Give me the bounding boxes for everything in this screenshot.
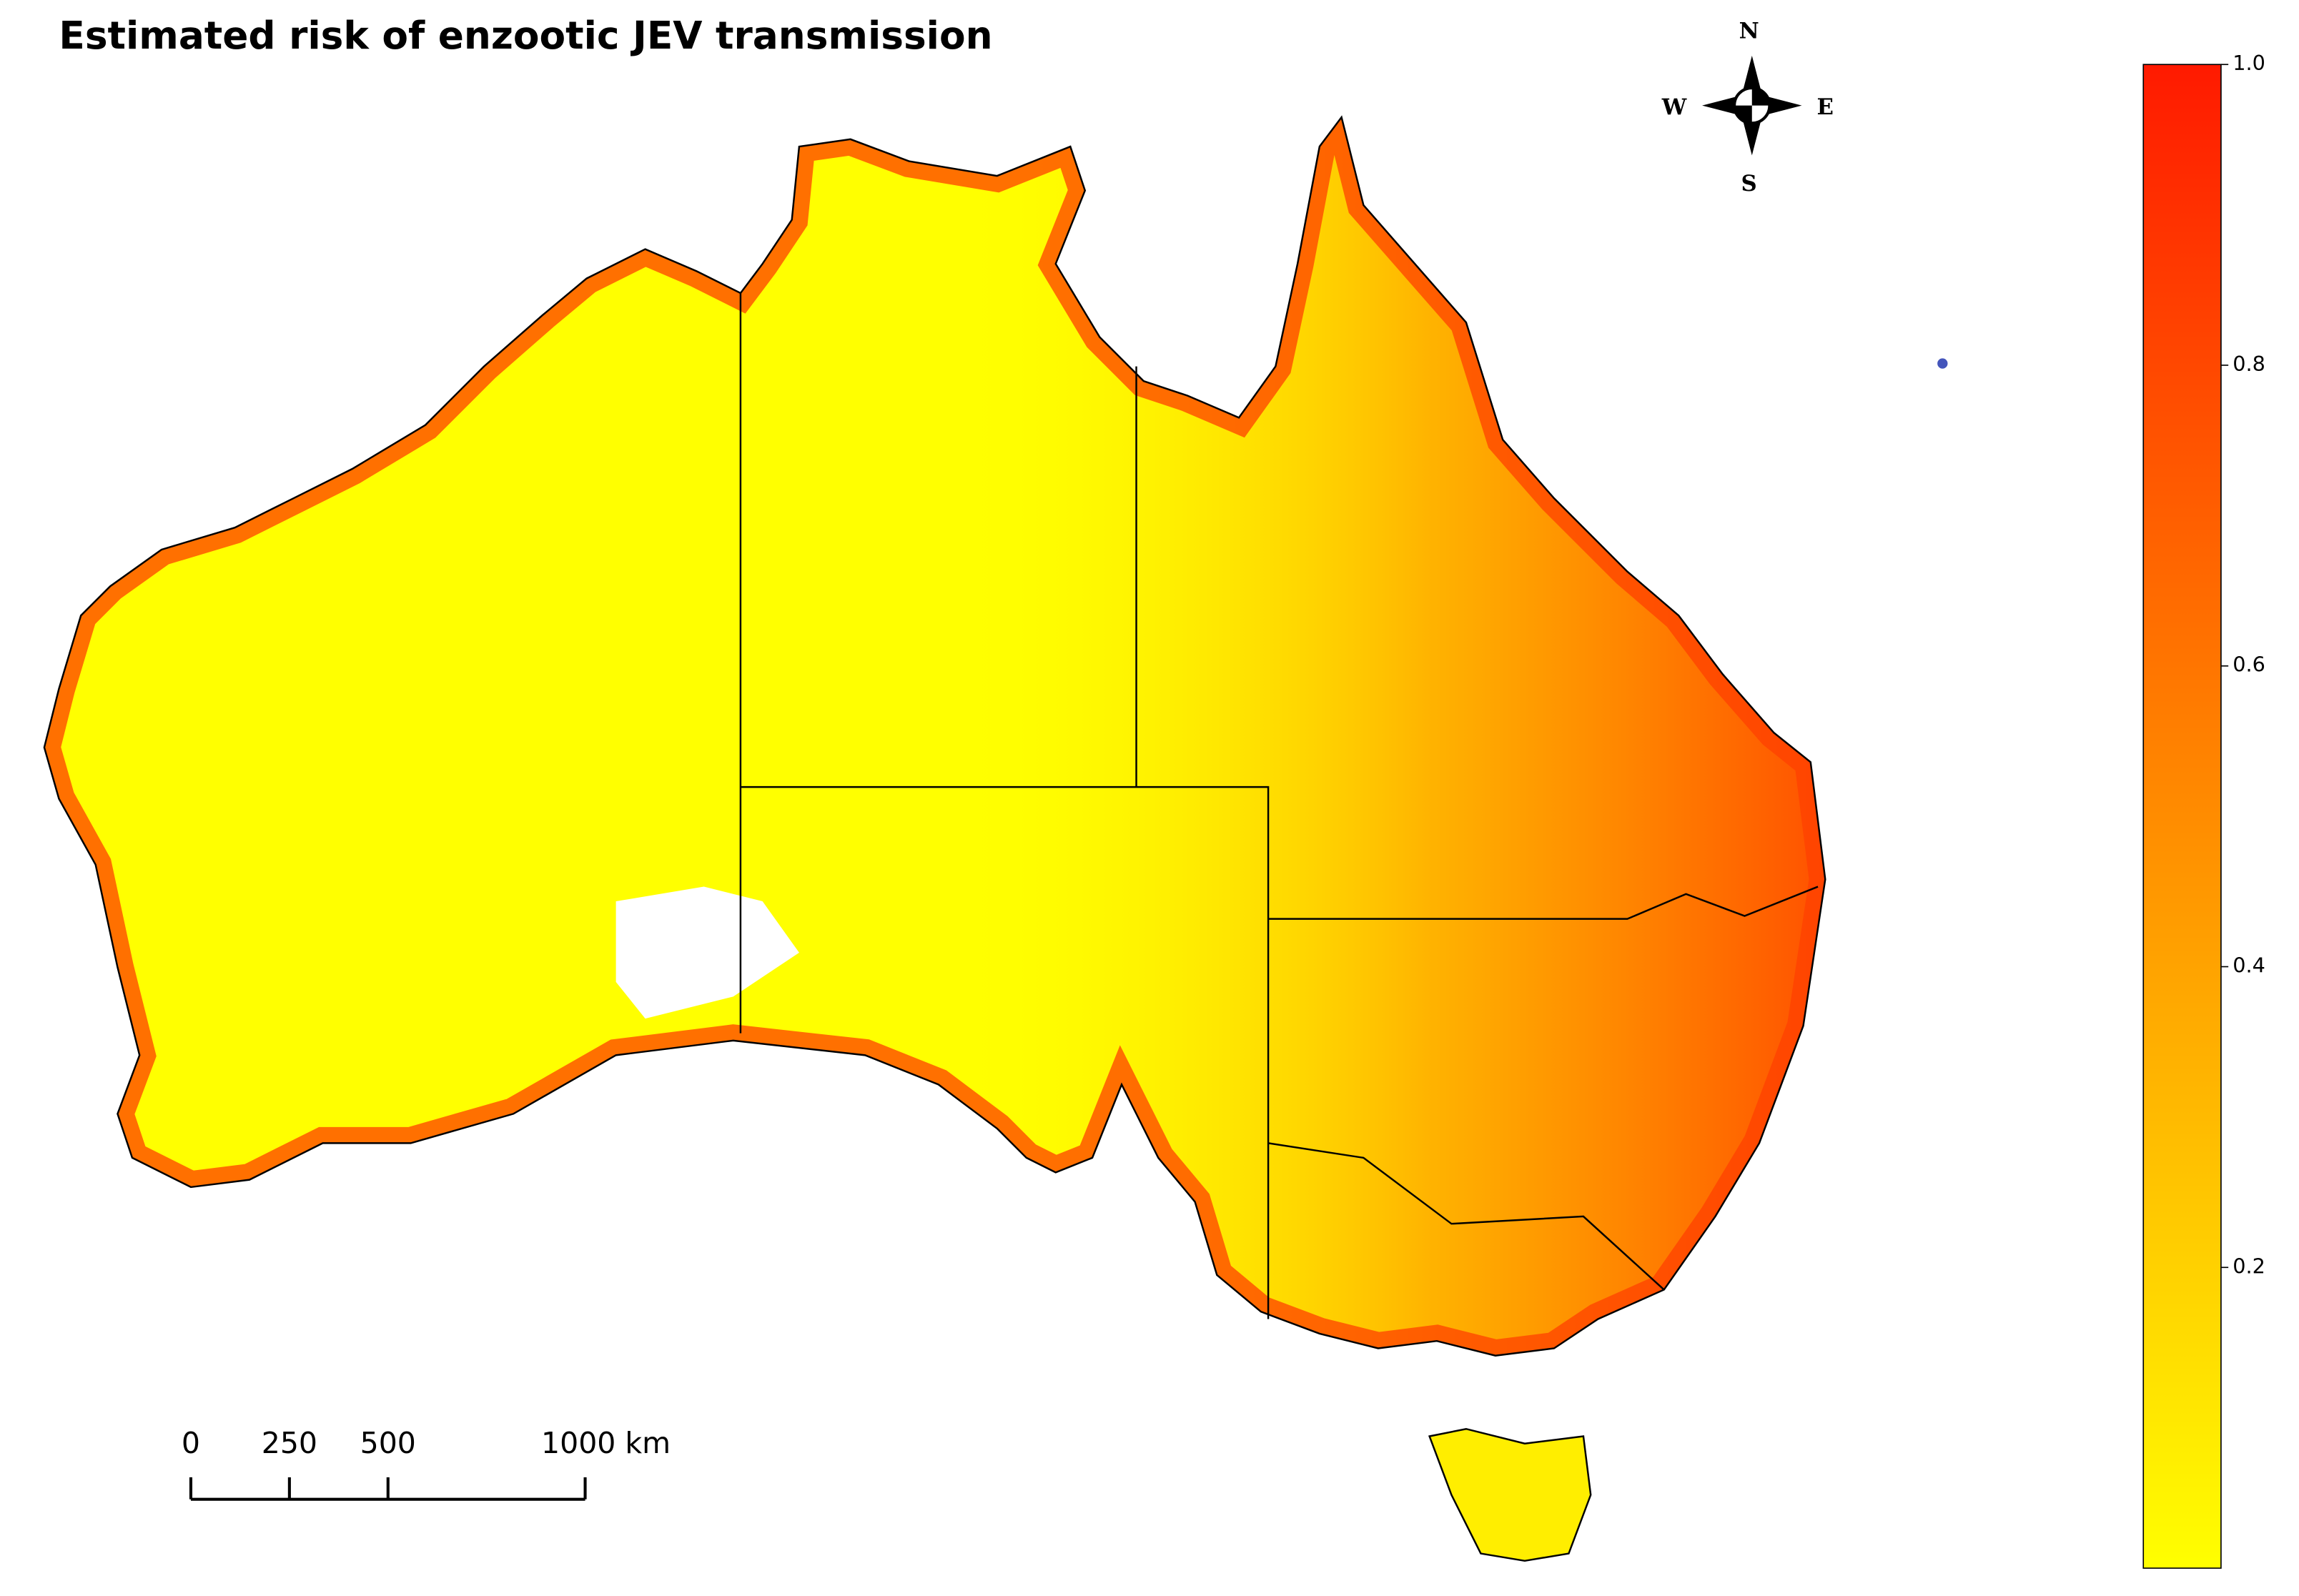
- compass-north: N: [1739, 19, 1759, 44]
- australia: [43, 116, 1948, 1562]
- scale-bar: 0 250 500 1000 km: [182, 1426, 671, 1501]
- colorbar-tick-label: 0.8: [2233, 352, 2265, 376]
- scale-label: 500: [360, 1426, 416, 1460]
- scale-label: 250: [262, 1426, 317, 1460]
- colorbar-tick-label: 1.0: [2233, 51, 2265, 75]
- colorbar-ramp: [2142, 64, 2222, 1569]
- scale-label: 0: [182, 1426, 200, 1460]
- compass-west: W: [1661, 94, 1687, 120]
- colorbar-tick-label: 0.4: [2233, 953, 2265, 978]
- compass: N S W E: [1661, 19, 1834, 197]
- compass-south: S: [1741, 171, 1757, 197]
- map-title: Estimated risk of enzootic JEV transmiss…: [59, 14, 992, 58]
- compass-east: E: [1817, 94, 1834, 120]
- scale-label: 1000 km: [541, 1426, 671, 1460]
- colorbar-tick-label: 0.2: [2233, 1254, 2265, 1278]
- colorbar-tick-label: 0.6: [2233, 653, 2265, 677]
- colorbar: 0.2 0.4 0.6 0.8 1.0: [2142, 51, 2265, 1569]
